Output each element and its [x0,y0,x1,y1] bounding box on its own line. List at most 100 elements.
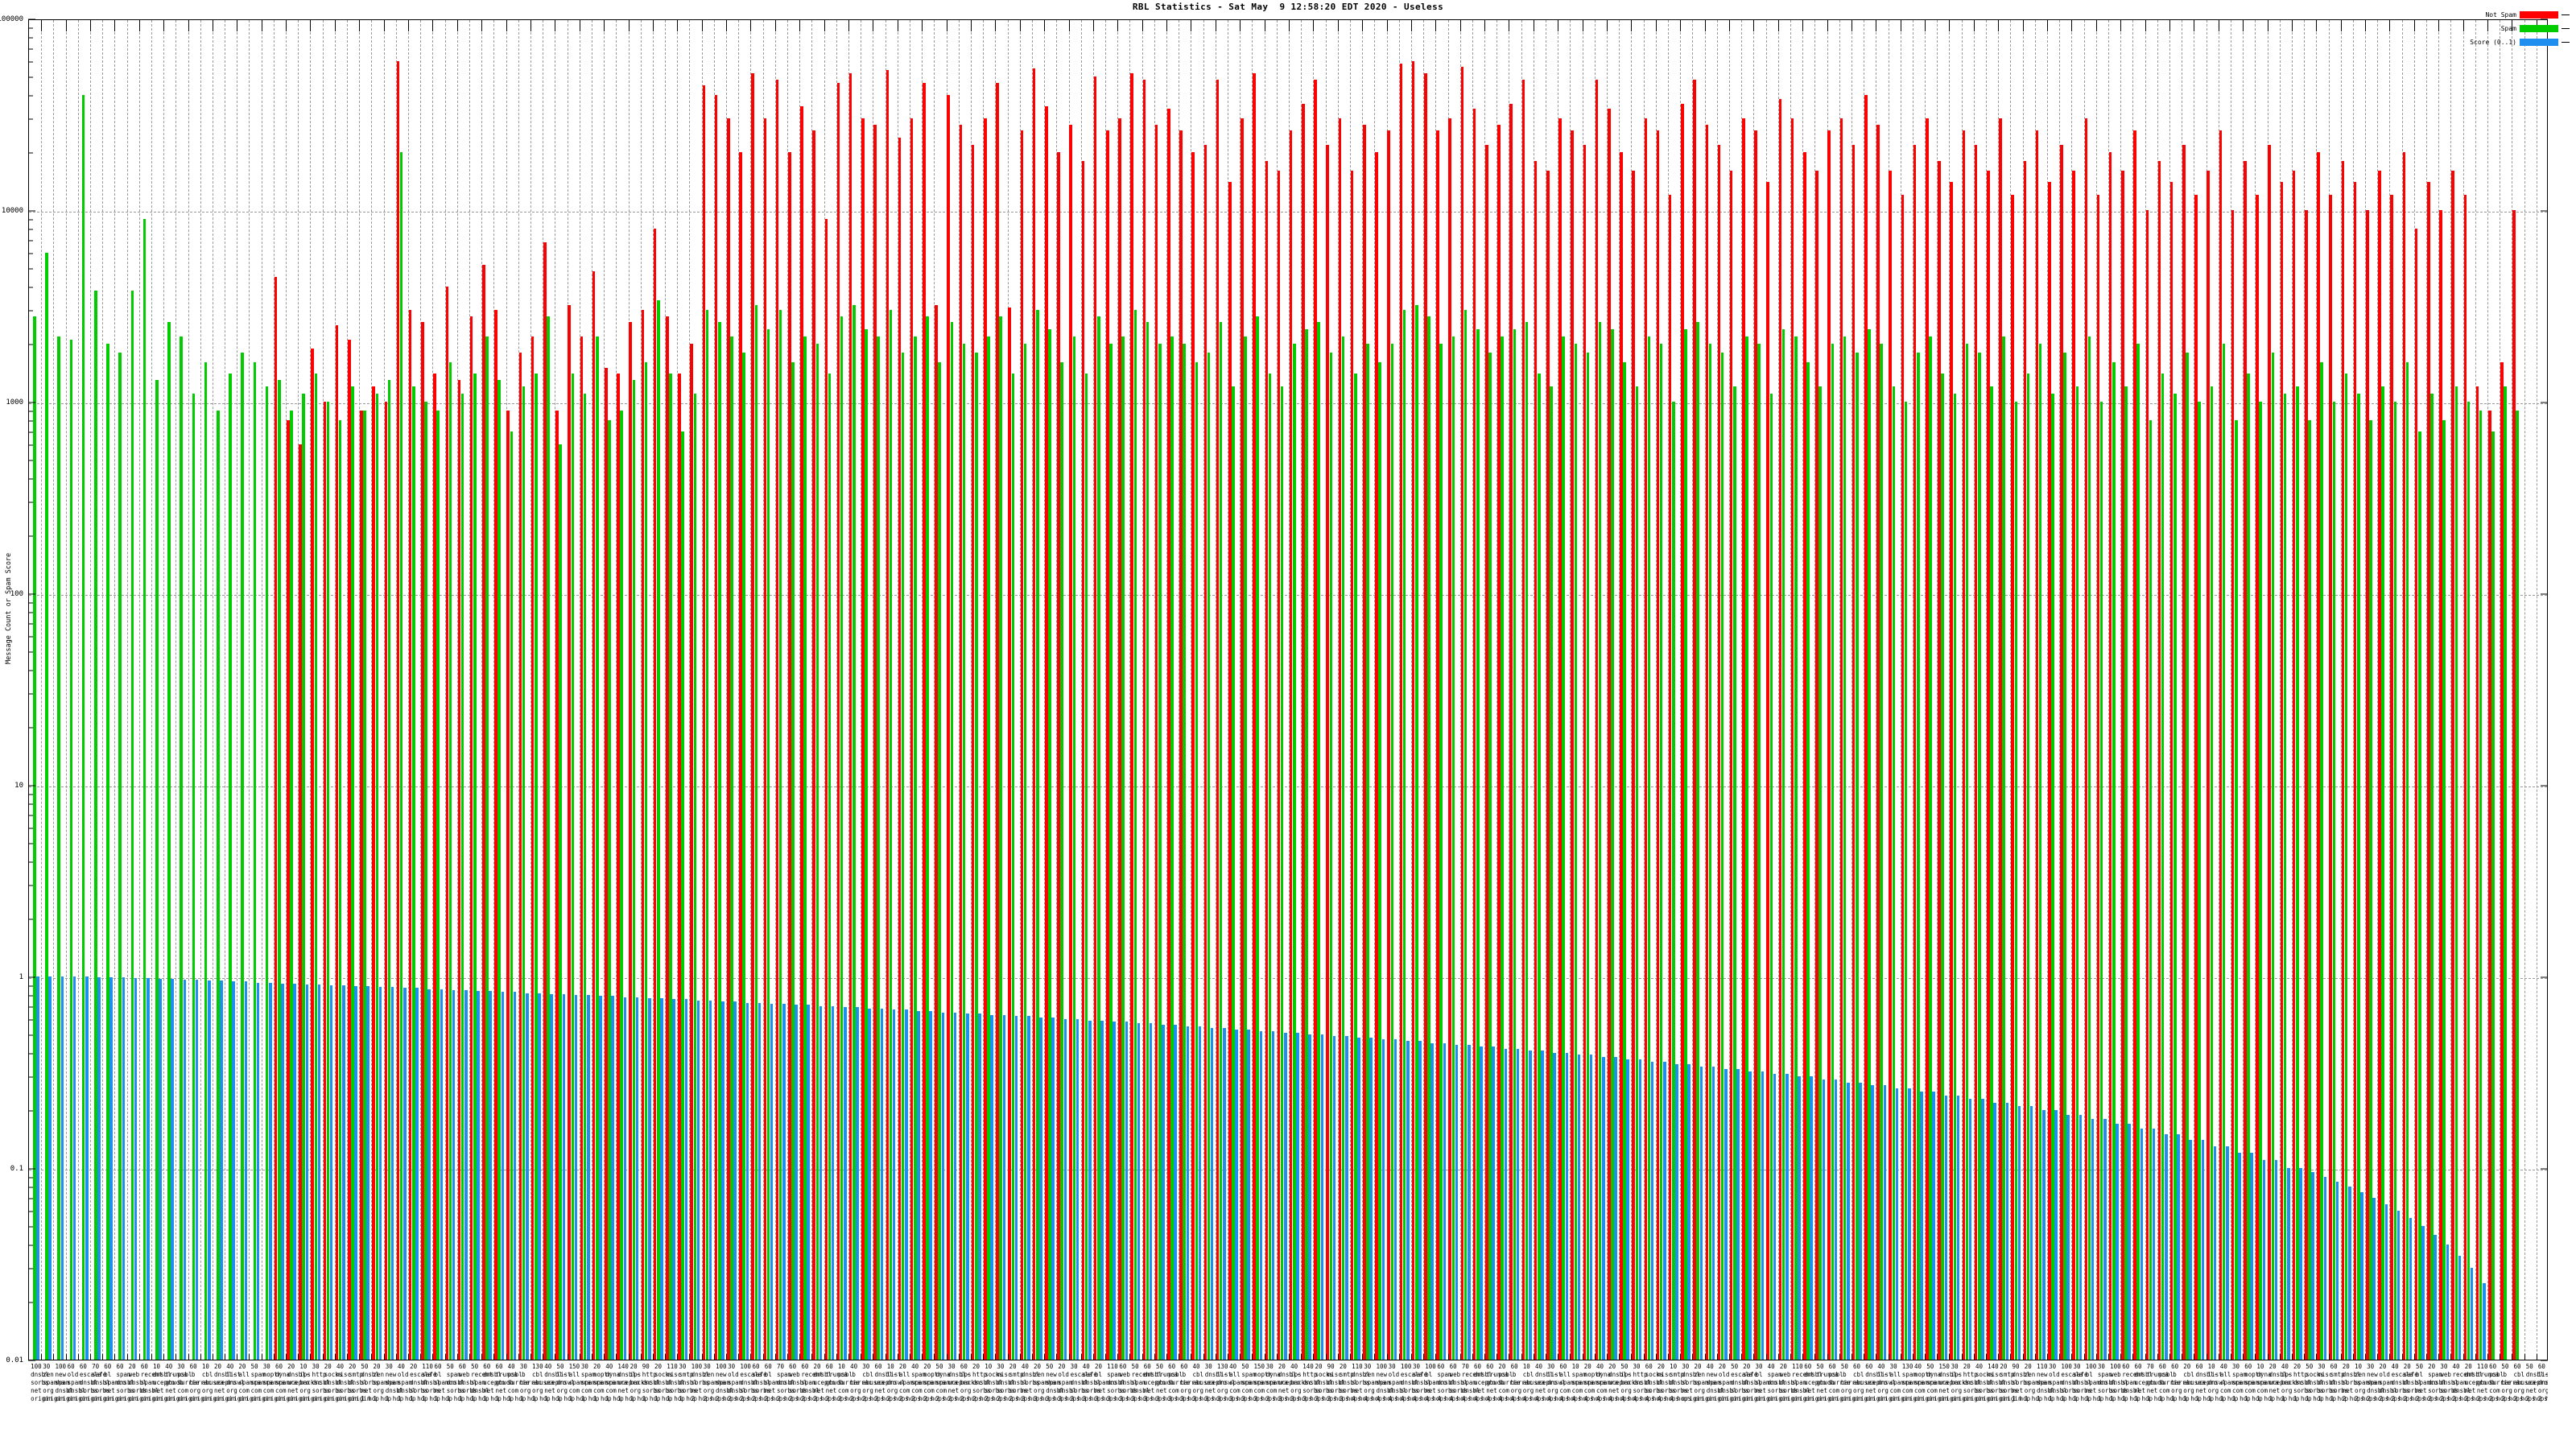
x-axis-label-line: origin [312,1395,334,1402]
x-axis-tick-bottom [787,1354,789,1360]
vertical-gridline [2132,20,2134,1360]
x-axis-label: 60 cbl abusea org 2 hops [2514,1363,2536,1403]
x-axis-tick-bottom [1668,1354,1670,1360]
x-axis-label-line: sorbs [31,1379,49,1386]
x-axis-tick-top [2340,20,2342,31]
x-axis-label-line: spamra [1265,1379,1288,1386]
x-axis-label-line: 20 [1009,1363,1017,1370]
bar-not-spam [469,316,473,1360]
x-axis-label-line: origin [262,1395,285,1402]
x-axis-tick-bottom [2304,1354,2306,1360]
bar-score [2384,1203,2388,1360]
vertical-gridline [2243,20,2244,1360]
x-axis-label: 20 noptr spamra com 4 hops [1584,1363,1606,1403]
x-axis-label-line: gbudb [2476,1379,2496,1386]
x-axis-label-line: 3 hops [1094,1395,1117,1402]
x-axis-label-line: 30 [1265,1363,1274,1370]
x-axis-label-line: zen [1694,1371,1706,1378]
bar-spam [1550,386,1553,1360]
bar-score [941,1012,945,1360]
x-axis-label-line: 140 [1988,1363,1999,1370]
x-axis-tick-bottom [811,1354,813,1360]
x-axis-label-line: 50 [471,1363,479,1370]
x-axis-label-line: dnsbl [1731,1379,1749,1386]
x-axis-label-line: misc [1988,1371,2003,1378]
x-axis-label-line: 4 hops [1608,1395,1631,1402]
y-axis-minor-tick [28,76,33,78]
bar-spam [2235,420,2238,1360]
x-axis-tick-top [530,20,531,31]
vertical-gridline [750,20,752,1360]
x-axis-label-line: sorbs [1009,1387,1028,1394]
bar-spam [57,336,61,1360]
bar-score [2165,1134,2168,1360]
x-axis-label-line: dnsbl [1388,1387,1407,1394]
bar-spam [1439,344,1443,1360]
x-axis-label-line: 50 [1816,1363,1824,1370]
x-axis-tick-bottom [1680,1354,1682,1360]
x-axis-label-line: 30 [2318,1363,2326,1370]
x-axis-label-line: gbudb [495,1379,514,1386]
bar-score [2029,1106,2033,1360]
x-axis-tick-top [2487,20,2489,31]
x-axis-label-line: 3 hops [1107,1395,1129,1402]
bar-spam [1904,402,1908,1360]
x-axis-label-line: 2 hops [935,1395,958,1402]
x-axis-label-line: 1 hop [446,1395,465,1402]
x-axis-label-line: org [1547,1387,1558,1394]
x-axis-tick-bottom [1937,1354,1938,1360]
x-axis-label-line: com [275,1387,287,1394]
x-axis-tick-bottom [1203,1354,1204,1360]
bar-spam [1329,353,1333,1360]
vertical-gridline [1105,20,1107,1360]
bar-score [611,996,614,1360]
bar-score [415,988,419,1360]
x-axis-tick-bottom [970,1354,972,1360]
x-axis-label-line: sorbs [2012,1379,2031,1386]
legend: Not Spam Spam Score (0..1) [2447,10,2570,52]
x-axis-label: 40 trunca gbudb net origin [165,1363,187,1403]
vertical-gridline [1435,20,1437,1360]
vertical-gridline [652,20,654,1360]
bar-spam [889,310,893,1360]
x-axis-label: 100 escala dnsbl sorbs 2 hops [740,1363,762,1403]
bar-score [1125,1022,1129,1360]
x-axis-label: 40 list dnswl org origin [1877,1363,1899,1403]
x-axis-label-line: spamra [1241,1379,1264,1386]
x-axis-label-line: 1 hop [654,1395,673,1402]
x-axis-label-line: gbudb [1486,1379,1505,1386]
x-axis-label-line: 60 [1143,1363,1151,1370]
vertical-gridline [163,20,165,1360]
x-axis-tick-bottom [1484,1354,1486,1360]
x-axis-label-line: 4 hops [1437,1395,1459,1402]
vertical-gridline [322,20,324,1360]
x-axis-tick-top [652,20,654,31]
x-axis-label: 60 noptr spamra com 1 hop [2244,1363,2266,1403]
x-axis-label-line: spam [2367,1379,2382,1386]
x-axis-label: 30 b barrac org 1 hop [520,1363,542,1403]
vertical-gridline [1728,20,1730,1360]
x-axis-label-line: escala [410,1371,432,1378]
x-axis-label-line: sorbs [2403,1387,2422,1394]
x-axis-label-line: dnsbl [691,1371,710,1378]
x-axis-tick-bottom [1949,1354,1951,1360]
x-axis-label-line: 2 hops [911,1395,934,1402]
bar-score [1320,1034,1324,1360]
bar-score [1553,1052,1556,1360]
y-axis-minor-tick [28,670,33,671]
x-axis-label: 40 spam dnsbl sorbs origin [1768,1363,1790,1403]
x-axis-label-line: 1 hop [642,1395,661,1402]
x-axis-tick-top [310,20,312,31]
x-axis-label: 60 psbl surrie com origin [1829,1363,1851,1403]
x-axis-label-line: com [923,1387,935,1394]
x-axis-label: 50 dyna spamra com 2 hops [935,1363,958,1403]
bar-not-spam [1179,130,1183,1360]
x-axis-label-line: sorbs [2306,1387,2324,1394]
y-axis-tick-label: 0.01 [6,1356,23,1364]
bar-spam [1023,344,1027,1360]
x-axis-label-line: com [2158,1387,2170,1394]
x-axis-label-line: org [850,1387,861,1394]
vertical-gridline [701,20,703,1360]
vertical-gridline [2462,20,2464,1360]
x-axis-label-line: surrie [507,1379,530,1386]
